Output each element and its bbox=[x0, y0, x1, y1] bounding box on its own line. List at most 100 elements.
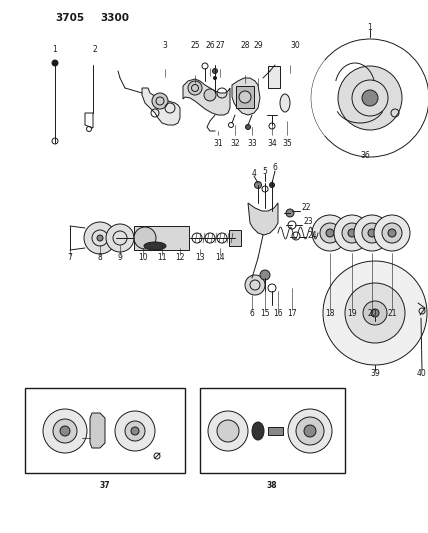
Text: 20: 20 bbox=[367, 309, 377, 318]
Circle shape bbox=[134, 227, 156, 249]
Text: 9: 9 bbox=[118, 254, 122, 262]
Circle shape bbox=[363, 301, 387, 325]
Circle shape bbox=[342, 223, 362, 243]
Bar bbox=[268, 66, 280, 88]
Polygon shape bbox=[232, 78, 260, 115]
Polygon shape bbox=[183, 79, 230, 115]
Circle shape bbox=[345, 283, 405, 343]
Text: 1: 1 bbox=[368, 23, 372, 33]
Text: 7: 7 bbox=[68, 254, 72, 262]
Circle shape bbox=[374, 215, 410, 251]
Circle shape bbox=[312, 215, 348, 251]
Text: 16: 16 bbox=[273, 309, 283, 318]
Text: 2: 2 bbox=[92, 45, 98, 54]
Text: 18: 18 bbox=[325, 309, 335, 318]
Text: 22: 22 bbox=[302, 204, 312, 213]
Polygon shape bbox=[248, 203, 278, 235]
Circle shape bbox=[260, 270, 270, 280]
Text: 5: 5 bbox=[262, 166, 268, 175]
Circle shape bbox=[204, 89, 216, 101]
Circle shape bbox=[388, 229, 396, 237]
Circle shape bbox=[382, 223, 402, 243]
Text: 35: 35 bbox=[282, 139, 292, 148]
Circle shape bbox=[288, 409, 332, 453]
Text: 19: 19 bbox=[347, 309, 357, 318]
Ellipse shape bbox=[280, 94, 290, 112]
Text: 17: 17 bbox=[287, 309, 297, 318]
Text: 8: 8 bbox=[98, 254, 102, 262]
Circle shape bbox=[217, 420, 239, 442]
Circle shape bbox=[323, 261, 427, 365]
Circle shape bbox=[304, 425, 316, 437]
Circle shape bbox=[53, 419, 77, 443]
Text: 15: 15 bbox=[260, 309, 270, 318]
Polygon shape bbox=[90, 413, 105, 448]
Circle shape bbox=[188, 81, 202, 95]
Circle shape bbox=[354, 215, 390, 251]
Circle shape bbox=[43, 409, 87, 453]
Text: 33: 33 bbox=[247, 139, 257, 148]
Text: 39: 39 bbox=[370, 368, 380, 377]
Text: 37: 37 bbox=[100, 481, 110, 489]
Text: 13: 13 bbox=[195, 254, 205, 262]
Bar bbox=[236, 86, 254, 108]
Circle shape bbox=[362, 90, 378, 106]
Circle shape bbox=[84, 222, 116, 254]
Circle shape bbox=[348, 229, 356, 237]
Circle shape bbox=[362, 223, 382, 243]
Text: 24: 24 bbox=[308, 230, 318, 239]
Text: 40: 40 bbox=[417, 368, 427, 377]
Bar bbox=[134, 226, 189, 250]
Circle shape bbox=[131, 427, 139, 435]
Text: 21: 21 bbox=[387, 309, 397, 318]
Circle shape bbox=[245, 275, 265, 295]
Circle shape bbox=[115, 411, 155, 451]
Text: 25: 25 bbox=[190, 41, 200, 50]
Bar bbox=[268, 427, 283, 435]
Circle shape bbox=[152, 93, 168, 109]
Circle shape bbox=[255, 182, 262, 189]
Text: 38: 38 bbox=[267, 481, 277, 489]
Text: 28: 28 bbox=[240, 41, 250, 50]
Text: 23: 23 bbox=[304, 217, 314, 227]
Circle shape bbox=[334, 215, 370, 251]
Text: 34: 34 bbox=[267, 139, 277, 148]
Text: 27: 27 bbox=[215, 41, 225, 50]
Text: 6: 6 bbox=[250, 309, 254, 318]
Text: 29: 29 bbox=[253, 41, 263, 50]
Text: 3705: 3705 bbox=[56, 13, 85, 23]
Text: 11: 11 bbox=[157, 254, 167, 262]
Circle shape bbox=[214, 77, 217, 79]
Circle shape bbox=[286, 209, 294, 217]
Text: 1: 1 bbox=[53, 45, 57, 54]
Circle shape bbox=[246, 125, 250, 130]
Circle shape bbox=[326, 229, 334, 237]
Text: 4: 4 bbox=[252, 168, 256, 177]
Circle shape bbox=[52, 60, 58, 66]
Ellipse shape bbox=[252, 422, 264, 440]
Circle shape bbox=[371, 309, 379, 317]
Text: 12: 12 bbox=[175, 254, 185, 262]
Circle shape bbox=[208, 411, 248, 451]
Text: 6: 6 bbox=[273, 164, 277, 173]
Circle shape bbox=[368, 229, 376, 237]
Circle shape bbox=[270, 182, 274, 188]
Text: 30: 30 bbox=[290, 41, 300, 50]
Circle shape bbox=[296, 417, 324, 445]
Text: 3300: 3300 bbox=[101, 13, 130, 23]
Polygon shape bbox=[142, 88, 180, 125]
Text: 36: 36 bbox=[360, 150, 370, 159]
Circle shape bbox=[60, 426, 70, 436]
Text: 14: 14 bbox=[215, 254, 225, 262]
Bar bbox=[229, 230, 241, 246]
Ellipse shape bbox=[144, 242, 166, 250]
Circle shape bbox=[338, 66, 402, 130]
Circle shape bbox=[97, 235, 103, 241]
Text: 31: 31 bbox=[213, 139, 223, 148]
Text: 26: 26 bbox=[205, 41, 215, 50]
Text: 32: 32 bbox=[230, 139, 240, 148]
Text: 3: 3 bbox=[163, 41, 167, 50]
Bar bbox=[25, 388, 185, 473]
Bar bbox=[200, 388, 345, 473]
Circle shape bbox=[212, 69, 217, 74]
